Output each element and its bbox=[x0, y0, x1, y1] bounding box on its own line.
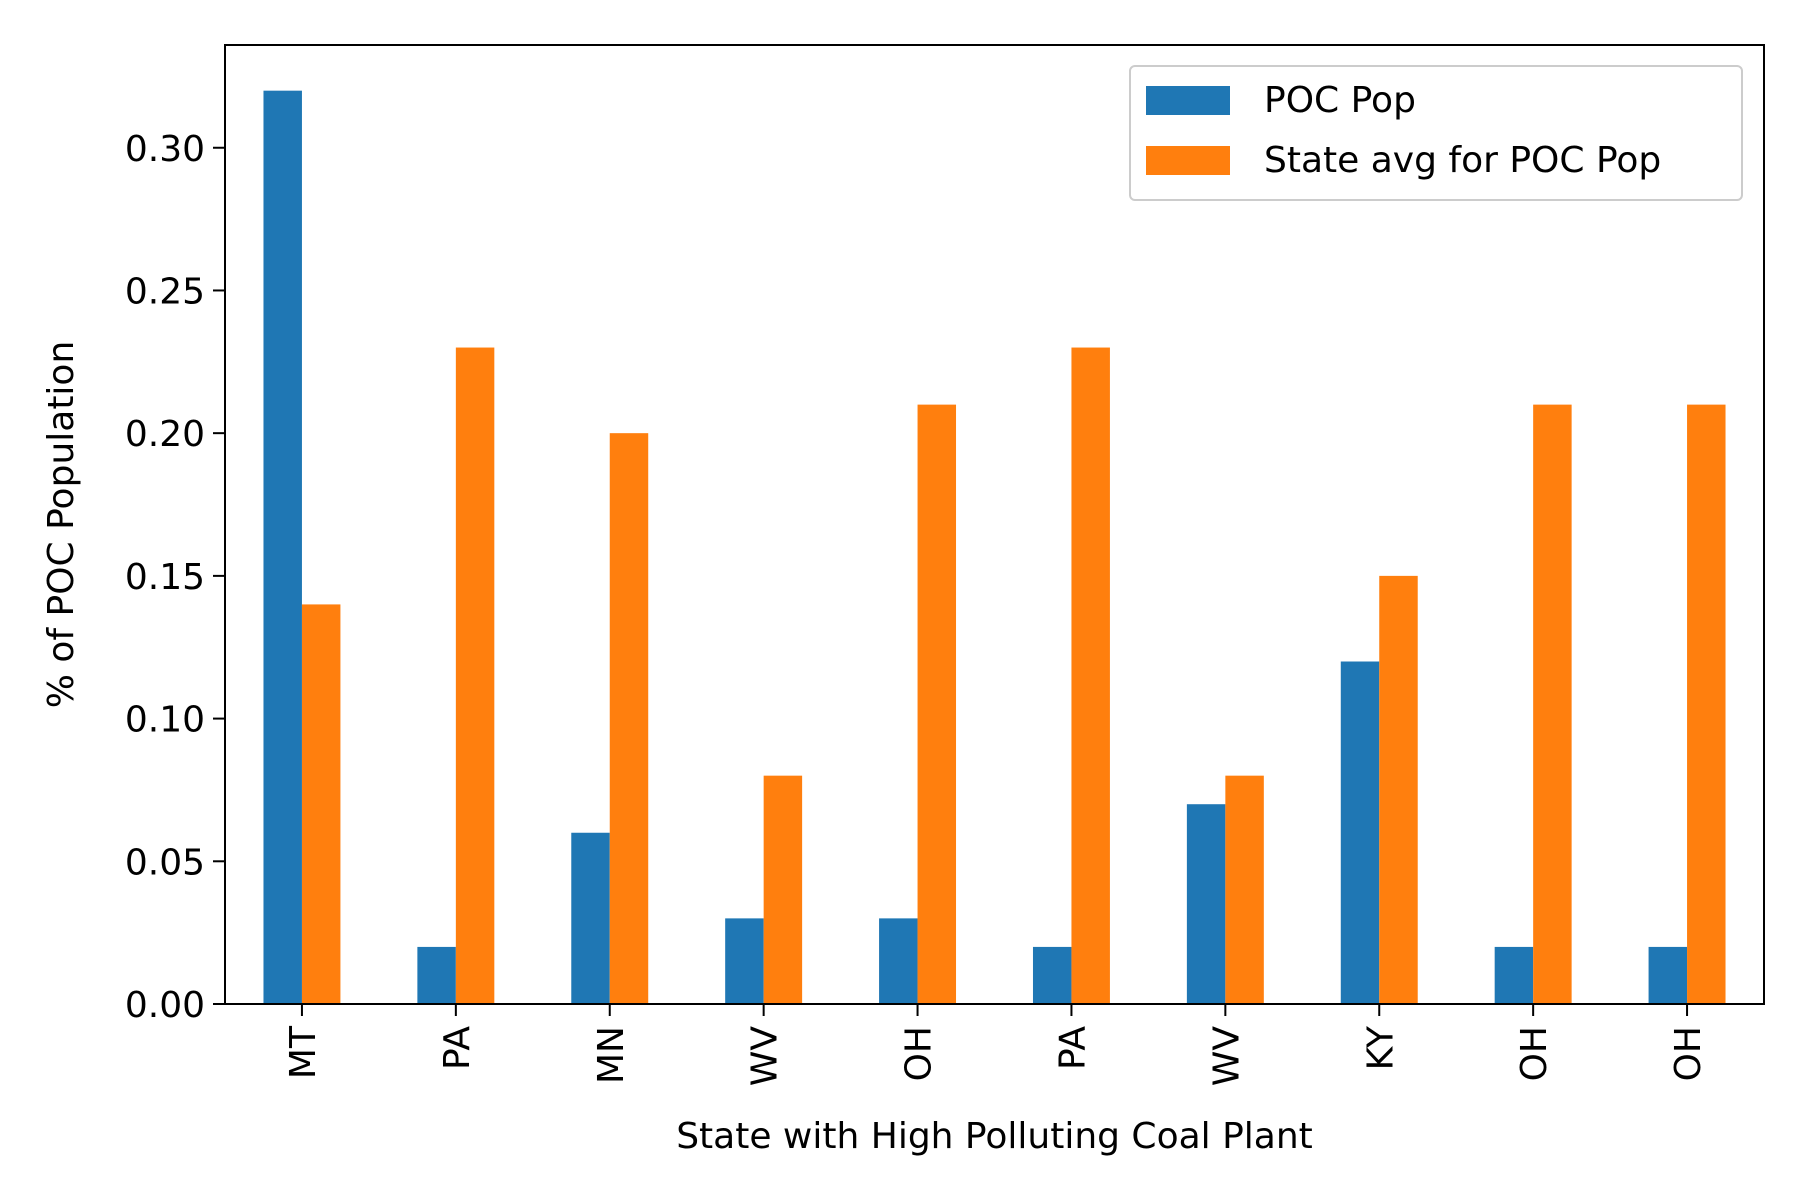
bar-state-avg-0 bbox=[301, 604, 341, 1004]
bar-state-avg-1 bbox=[455, 347, 495, 1005]
y-tick-label: 0.00 bbox=[125, 985, 205, 1026]
x-tick-label: OH bbox=[1668, 1026, 1709, 1081]
bar-poc-pop-0 bbox=[263, 90, 302, 1004]
plot-frame bbox=[224, 44, 1765, 1005]
bar-poc-pop-4 bbox=[879, 918, 918, 1004]
y-tick-label: 0.25 bbox=[125, 271, 205, 312]
bar-poc-pop-7 bbox=[1340, 661, 1380, 1004]
y-tick-label: 0.15 bbox=[125, 557, 205, 598]
bar-state-avg-4 bbox=[917, 404, 957, 1004]
bar-poc-pop-6 bbox=[1186, 804, 1226, 1004]
bars-layer bbox=[263, 90, 1726, 1005]
y-axis: 0.00 0.05 0.10 0.15 0.20 0.25 0.30 bbox=[125, 129, 225, 1026]
legend-swatch-poc-pop bbox=[1146, 86, 1230, 115]
bar-poc-pop-8 bbox=[1494, 946, 1534, 1004]
legend-label-state-avg: State avg for POC Pop bbox=[1264, 140, 1661, 181]
x-tick-label: MN bbox=[591, 1026, 632, 1084]
bar-state-avg-5 bbox=[1071, 347, 1110, 1005]
x-tick-label: WV bbox=[745, 1026, 786, 1087]
x-tick-label: OH bbox=[899, 1026, 940, 1081]
x-tick-label: WV bbox=[1206, 1026, 1247, 1087]
x-tick-label: MT bbox=[283, 1025, 324, 1079]
bar-state-avg-2 bbox=[609, 433, 649, 1005]
bar-state-avg-7 bbox=[1379, 575, 1418, 1004]
bar-state-avg-8 bbox=[1533, 404, 1572, 1004]
bar-poc-pop-2 bbox=[571, 832, 610, 1004]
bar-poc-pop-5 bbox=[1032, 946, 1072, 1004]
bar-state-avg-6 bbox=[1225, 775, 1264, 1004]
bar-state-avg-3 bbox=[763, 775, 803, 1004]
x-tick-label: KY bbox=[1360, 1025, 1401, 1070]
x-tick-label: PA bbox=[437, 1026, 478, 1070]
y-tick-label: 0.20 bbox=[125, 414, 205, 455]
x-axis-label: State with High Polluting Coal Plant bbox=[676, 1116, 1313, 1157]
y-tick-label: 0.10 bbox=[125, 700, 205, 741]
legend-label-poc-pop: POC Pop bbox=[1264, 80, 1416, 121]
y-tick-label: 0.05 bbox=[125, 842, 205, 883]
y-axis-label: % of POC Population bbox=[41, 341, 82, 709]
x-tick-label: PA bbox=[1052, 1026, 1093, 1070]
legend: POC Pop State avg for POC Pop bbox=[1129, 65, 1743, 201]
bar-poc-pop-9 bbox=[1648, 946, 1688, 1004]
bar-poc-pop-3 bbox=[725, 918, 764, 1004]
legend-frame bbox=[1129, 65, 1743, 201]
x-axis: MT PA MN WV OH PA WV KY OH OH bbox=[283, 1004, 1709, 1086]
x-tick-label: OH bbox=[1514, 1026, 1555, 1081]
bar-poc-pop-1 bbox=[417, 946, 456, 1004]
bar-state-avg-9 bbox=[1687, 404, 1726, 1004]
y-tick-label: 0.30 bbox=[125, 129, 205, 170]
legend-swatch-state-avg bbox=[1146, 146, 1230, 175]
